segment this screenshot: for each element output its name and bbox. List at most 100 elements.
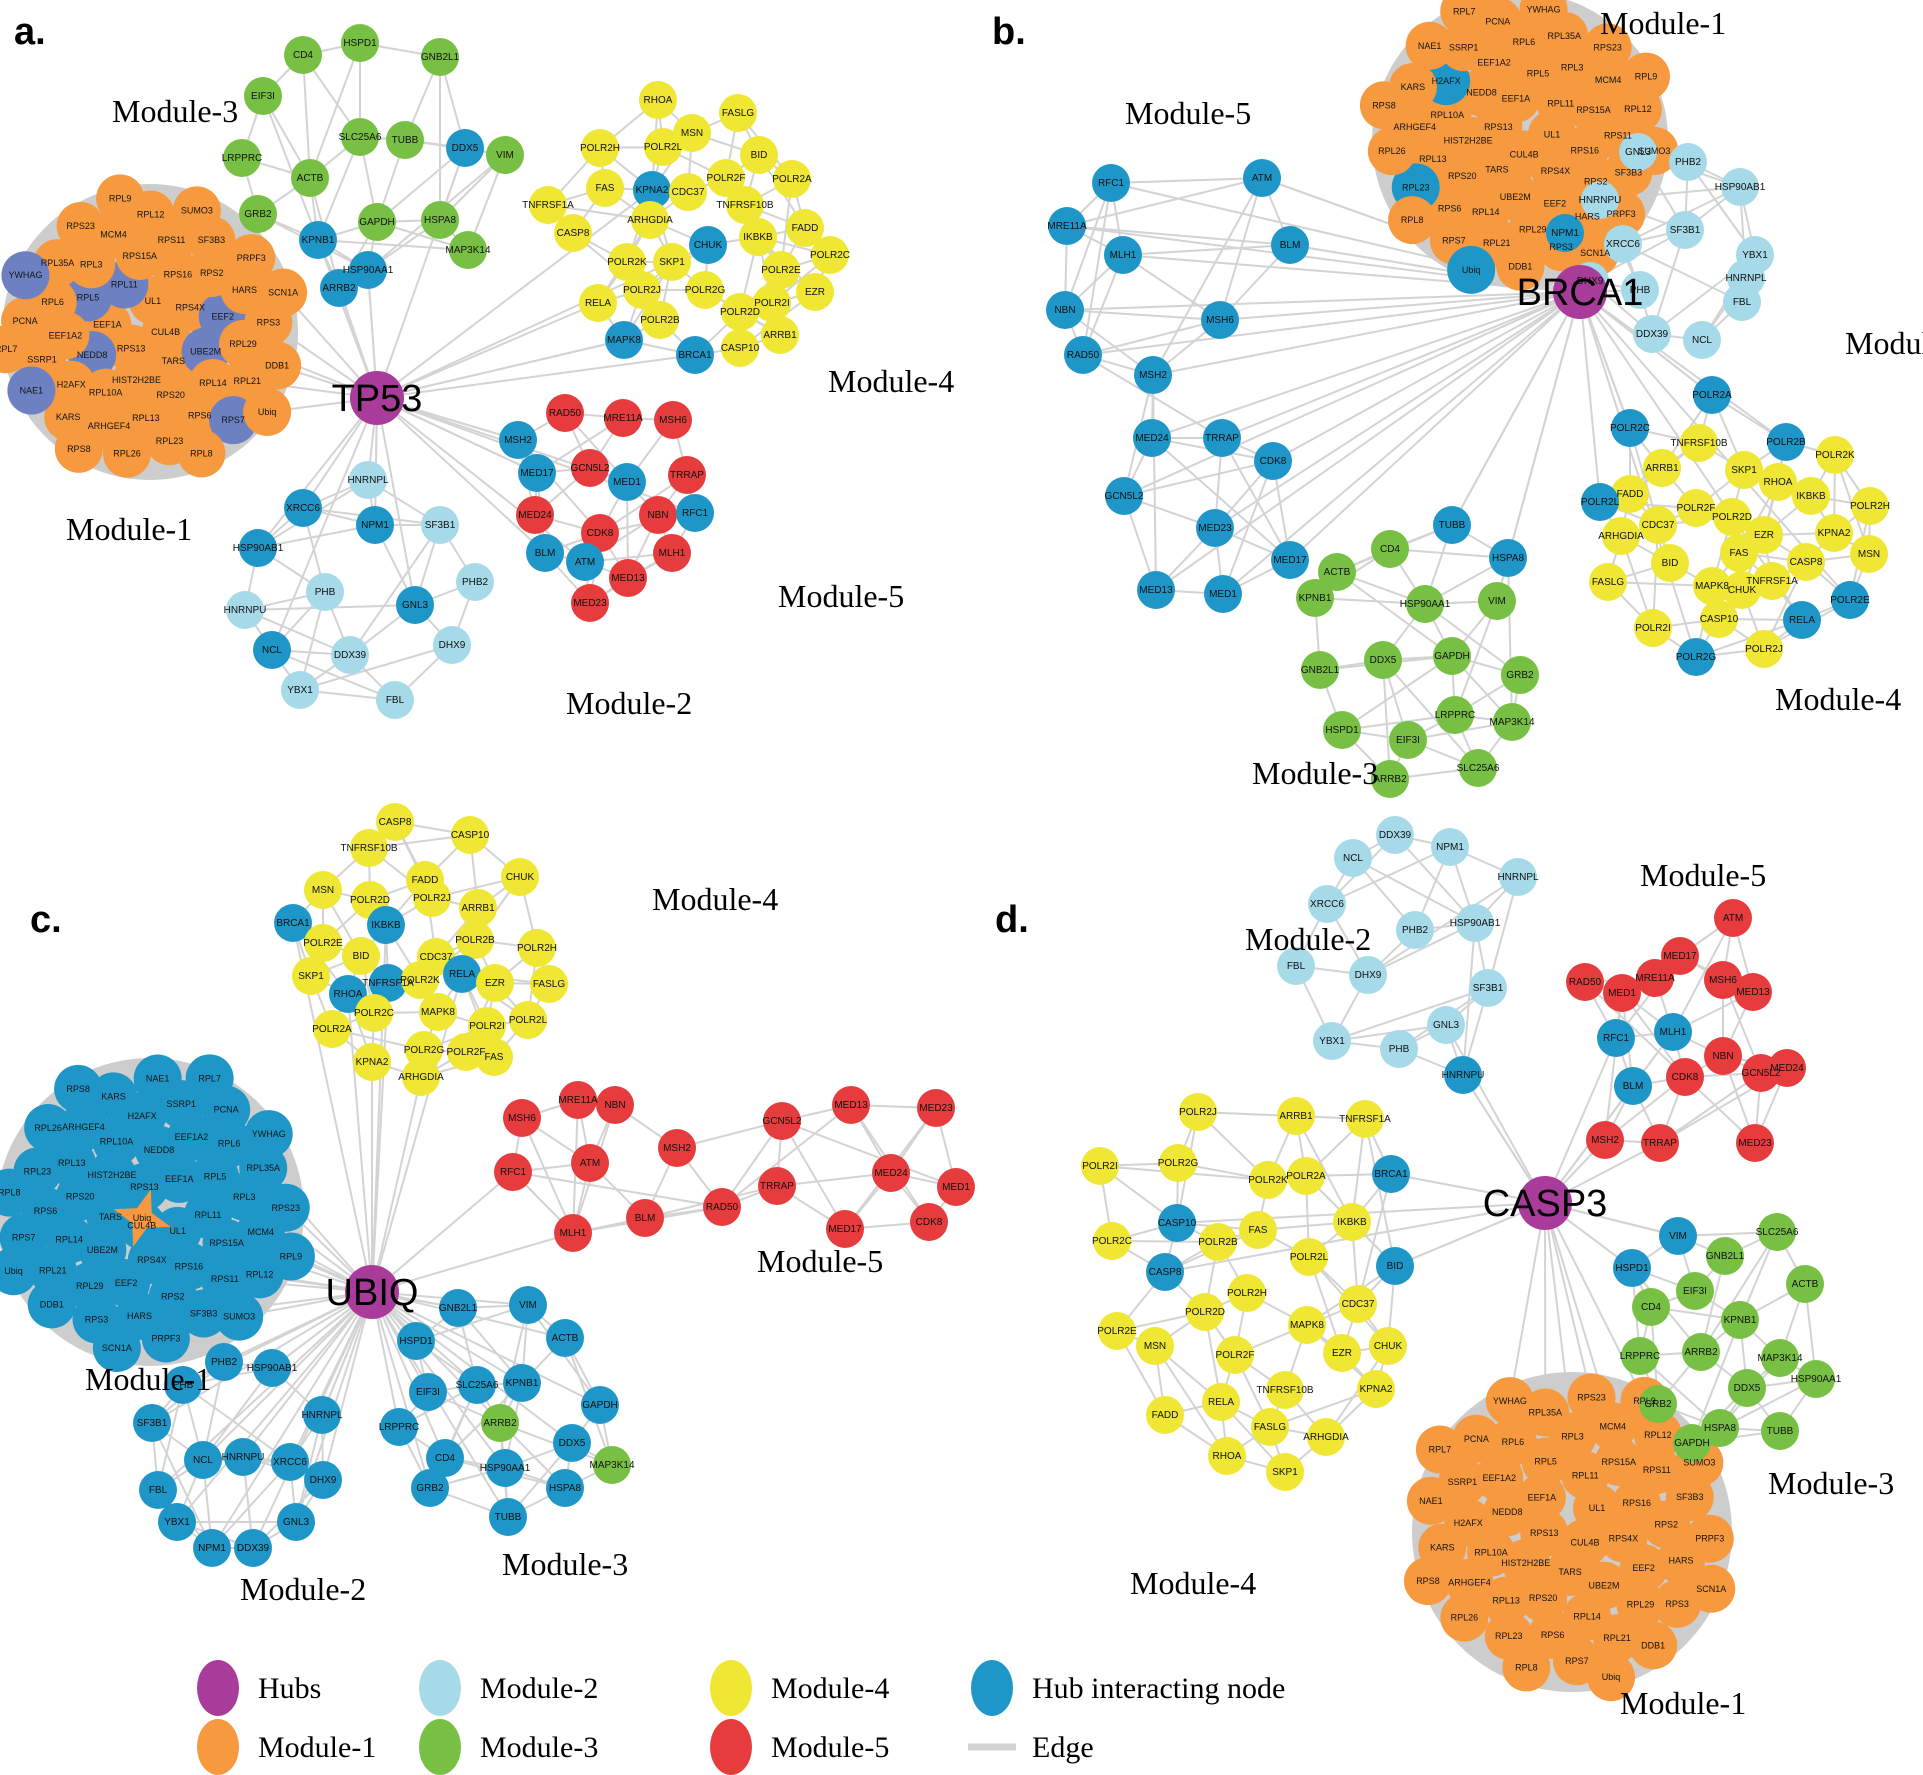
svg-text:MSH6: MSH6 bbox=[1206, 315, 1234, 326]
svg-text:SUMO3: SUMO3 bbox=[1638, 146, 1670, 156]
svg-text:HSP90AA1: HSP90AA1 bbox=[480, 1463, 531, 1474]
node-MED13 bbox=[1734, 973, 1772, 1011]
node-Ubiq bbox=[0, 1247, 38, 1296]
svg-text:ACTB: ACTB bbox=[1324, 567, 1351, 578]
svg-text:RPL21: RPL21 bbox=[1603, 1633, 1631, 1643]
svg-text:CDK8: CDK8 bbox=[916, 1217, 943, 1228]
svg-text:POLR2G: POLR2G bbox=[685, 285, 726, 296]
node-POLR2D bbox=[1186, 1293, 1224, 1331]
node-SCN1A bbox=[92, 1324, 141, 1373]
node-EIF3I bbox=[1389, 721, 1427, 759]
node-POLR2L bbox=[1290, 1238, 1328, 1276]
node-MED24 bbox=[516, 496, 554, 534]
svg-text:ARRB2: ARRB2 bbox=[1373, 774, 1407, 785]
node-SKP1 bbox=[1266, 1453, 1304, 1491]
svg-text:ARRB1: ARRB1 bbox=[763, 330, 797, 341]
svg-text:CASP8: CASP8 bbox=[557, 228, 590, 239]
node-IKBKB bbox=[367, 906, 405, 944]
node-MSH2 bbox=[1586, 1121, 1624, 1159]
node-RPL8 bbox=[177, 429, 226, 478]
node-RHOA bbox=[639, 81, 677, 119]
node-PHB bbox=[1621, 271, 1659, 309]
svg-text:RPL6: RPL6 bbox=[218, 1138, 241, 1148]
svg-text:POLR2A: POLR2A bbox=[1692, 390, 1732, 401]
edge bbox=[262, 95, 319, 241]
node-CASP8 bbox=[376, 803, 414, 841]
svg-text:CASP10: CASP10 bbox=[1158, 1218, 1197, 1229]
svg-text:MRE11A: MRE11A bbox=[603, 413, 643, 424]
node-RPS8 bbox=[54, 424, 103, 473]
node-RPS11 bbox=[1632, 1446, 1681, 1495]
svg-text:Ubiq: Ubiq bbox=[1602, 1672, 1621, 1682]
module-label-d-module-4: Module-4 bbox=[1130, 1565, 1256, 1601]
node-IKBKB bbox=[739, 218, 777, 256]
svg-text:POLR2C: POLR2C bbox=[1092, 1236, 1132, 1247]
edge bbox=[376, 397, 538, 474]
svg-text:RPS8: RPS8 bbox=[66, 1084, 90, 1094]
svg-text:CDK8: CDK8 bbox=[587, 528, 614, 539]
svg-text:BRCA1: BRCA1 bbox=[276, 918, 310, 929]
edge bbox=[376, 244, 709, 399]
svg-text:RPL23: RPL23 bbox=[156, 436, 184, 446]
node-POLR2H bbox=[1851, 487, 1889, 525]
svg-text:HSPD1: HSPD1 bbox=[1325, 725, 1359, 736]
node-YWHAG bbox=[1519, 0, 1568, 34]
node-POLR2H bbox=[581, 129, 619, 167]
edge bbox=[1221, 437, 1291, 561]
svg-text:KARS: KARS bbox=[1401, 82, 1426, 92]
node-RPL13 bbox=[1482, 1576, 1531, 1625]
svg-text:HARS: HARS bbox=[1669, 1556, 1694, 1566]
svg-text:POLR2E: POLR2E bbox=[1097, 1326, 1137, 1337]
node-RPL26 bbox=[1367, 127, 1416, 176]
svg-text:FBL: FBL bbox=[149, 1485, 168, 1496]
node-MAP3K14 bbox=[449, 231, 487, 269]
svg-text:FASLG: FASLG bbox=[533, 979, 565, 990]
svg-text:RPL29: RPL29 bbox=[1627, 1600, 1655, 1610]
edge bbox=[299, 644, 453, 691]
node-YWHAG bbox=[244, 1110, 293, 1159]
node-BLM bbox=[626, 1199, 664, 1237]
svg-text:RPL11: RPL11 bbox=[195, 1210, 222, 1220]
node-RPS23 bbox=[261, 1183, 310, 1232]
svg-text:RPS7: RPS7 bbox=[12, 1233, 36, 1243]
svg-text:GNL3: GNL3 bbox=[1625, 147, 1652, 158]
svg-text:POLR2E: POLR2E bbox=[303, 938, 343, 949]
node-XRCC6 bbox=[284, 489, 322, 527]
legend-label: Hub interacting node bbox=[1032, 1672, 1285, 1705]
node-POLR2B bbox=[1199, 1223, 1237, 1261]
node-MED13 bbox=[1137, 571, 1175, 609]
svg-text:DDX5: DDX5 bbox=[559, 1438, 586, 1449]
module-label-a-module-5: Module-5 bbox=[778, 578, 904, 614]
svg-text:MED23: MED23 bbox=[1738, 1138, 1772, 1149]
svg-text:UL1: UL1 bbox=[145, 296, 162, 306]
svg-text:GNL3: GNL3 bbox=[402, 600, 429, 611]
svg-text:SF3B1: SF3B1 bbox=[425, 520, 456, 531]
svg-text:POLR2A: POLR2A bbox=[312, 1024, 352, 1035]
svg-text:YWHAG: YWHAG bbox=[1527, 4, 1561, 14]
legend-item-module-5: Module-5 bbox=[710, 1719, 889, 1775]
node-ATM bbox=[566, 543, 604, 581]
node-EIF3I bbox=[409, 1373, 447, 1411]
node-FAS bbox=[1720, 534, 1758, 572]
svg-text:CDC37: CDC37 bbox=[672, 187, 705, 198]
svg-text:RPS11: RPS11 bbox=[158, 235, 186, 245]
node-ARRB1 bbox=[761, 316, 799, 354]
svg-text:FADD: FADD bbox=[792, 223, 819, 234]
svg-text:RPL9: RPL9 bbox=[1635, 72, 1658, 82]
edge bbox=[1454, 600, 1498, 716]
svg-text:CHUK: CHUK bbox=[694, 240, 723, 251]
module-label-c-module-4: Module-4 bbox=[652, 881, 778, 917]
svg-text:RPL12: RPL12 bbox=[246, 1269, 274, 1279]
svg-text:H2AFX: H2AFX bbox=[1454, 1518, 1483, 1528]
edge bbox=[271, 649, 396, 701]
node-DDB1 bbox=[27, 1280, 76, 1329]
svg-text:GAPDH: GAPDH bbox=[582, 1400, 618, 1411]
svg-text:CUL4B: CUL4B bbox=[127, 1221, 156, 1231]
node-TUBB bbox=[1761, 1412, 1799, 1450]
svg-text:SSRP1: SSRP1 bbox=[1449, 42, 1479, 52]
node-ARRB1 bbox=[459, 889, 497, 927]
node-POLR2F bbox=[1677, 489, 1715, 527]
svg-text:MED13: MED13 bbox=[1139, 585, 1173, 596]
svg-text:CASP10: CASP10 bbox=[721, 343, 760, 354]
node-GNL3 bbox=[1619, 133, 1657, 171]
